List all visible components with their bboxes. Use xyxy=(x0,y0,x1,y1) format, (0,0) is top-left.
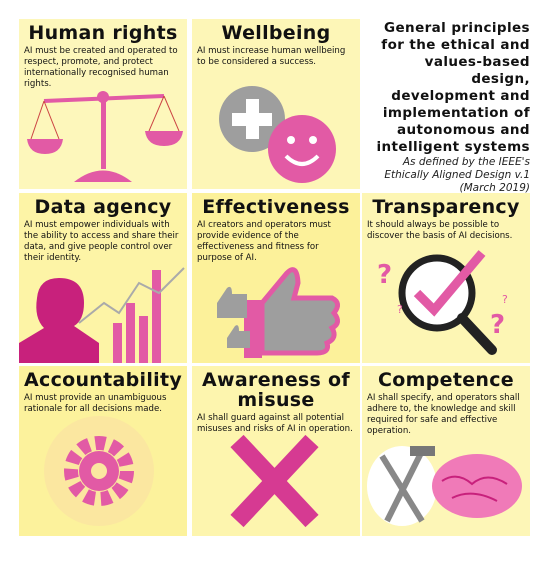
text: AI must provide an unambiguous rationale… xyxy=(24,393,167,414)
title-line: implementation of xyxy=(382,105,530,121)
svg-text:?: ? xyxy=(397,303,403,316)
text: AI must empower individuals with the abi… xyxy=(24,220,179,263)
svg-text:?: ? xyxy=(490,310,505,340)
cell-human-rights: Human rights AI must be created and oper… xyxy=(19,19,187,189)
cell-accountability: Accountability AI must provide an unambi… xyxy=(19,366,187,536)
heading: Transparency xyxy=(372,196,520,218)
heading: Human rights xyxy=(28,22,178,44)
title-line: General principles xyxy=(384,20,530,36)
transparency-icon: ? ? ? ? xyxy=(377,250,508,355)
cell-transparency: Transparency It should always be possibl… xyxy=(362,193,530,363)
gear-icon xyxy=(44,416,154,526)
cell-awareness-of-misuse: Awareness of misuse AI shall guard again… xyxy=(192,366,360,536)
source-line: Ethically Aligned Design v.1 xyxy=(384,169,530,181)
title-line: autonomous and xyxy=(396,122,530,138)
cell-wellbeing: Wellbeing AI must increase human wellbei… xyxy=(192,19,360,189)
heading: Accountability xyxy=(24,369,183,391)
text: It should always be possible to discover… xyxy=(367,220,513,241)
svg-text:?: ? xyxy=(377,260,392,290)
svg-text:?: ? xyxy=(502,293,508,306)
competence-icon xyxy=(367,446,522,526)
text: AI shall specify, and operators shall ad… xyxy=(367,393,520,436)
heading: Data agency xyxy=(34,196,172,218)
text: AI must increase human wellbeing to be c… xyxy=(197,46,346,67)
cell-competence: Competence AI shall specify, and operato… xyxy=(362,366,530,536)
cell-data-agency: Data agency AI must empower individuals … xyxy=(19,193,187,363)
title-line: development and xyxy=(391,88,530,104)
cell-effectiveness: Effectiveness AI creators and operators … xyxy=(192,193,360,363)
heading: Effectiveness xyxy=(202,196,350,218)
text: AI creators and operators must provide e… xyxy=(197,220,331,263)
text: AI shall guard against all potential mis… xyxy=(197,413,353,434)
heading: Competence xyxy=(378,369,514,391)
wellbeing-icon xyxy=(219,86,336,183)
source-line: As defined by the IEEE's xyxy=(402,156,530,168)
text: AI must be created and operated to respe… xyxy=(24,46,178,89)
scales-icon xyxy=(27,91,183,182)
data-agency-icon xyxy=(19,267,185,363)
thumbs-icon xyxy=(217,267,340,358)
title-line: values-based design, xyxy=(424,54,530,87)
heading: Wellbeing xyxy=(221,22,331,44)
heading: Awareness of misuse xyxy=(202,369,350,411)
title-line: intelligent systems xyxy=(376,139,530,155)
cross-icon xyxy=(230,434,319,528)
title-block: General principles for the ethical and v… xyxy=(362,20,531,195)
source-line: (March 2019) xyxy=(459,182,531,194)
title-line: for the ethical and xyxy=(381,37,530,53)
